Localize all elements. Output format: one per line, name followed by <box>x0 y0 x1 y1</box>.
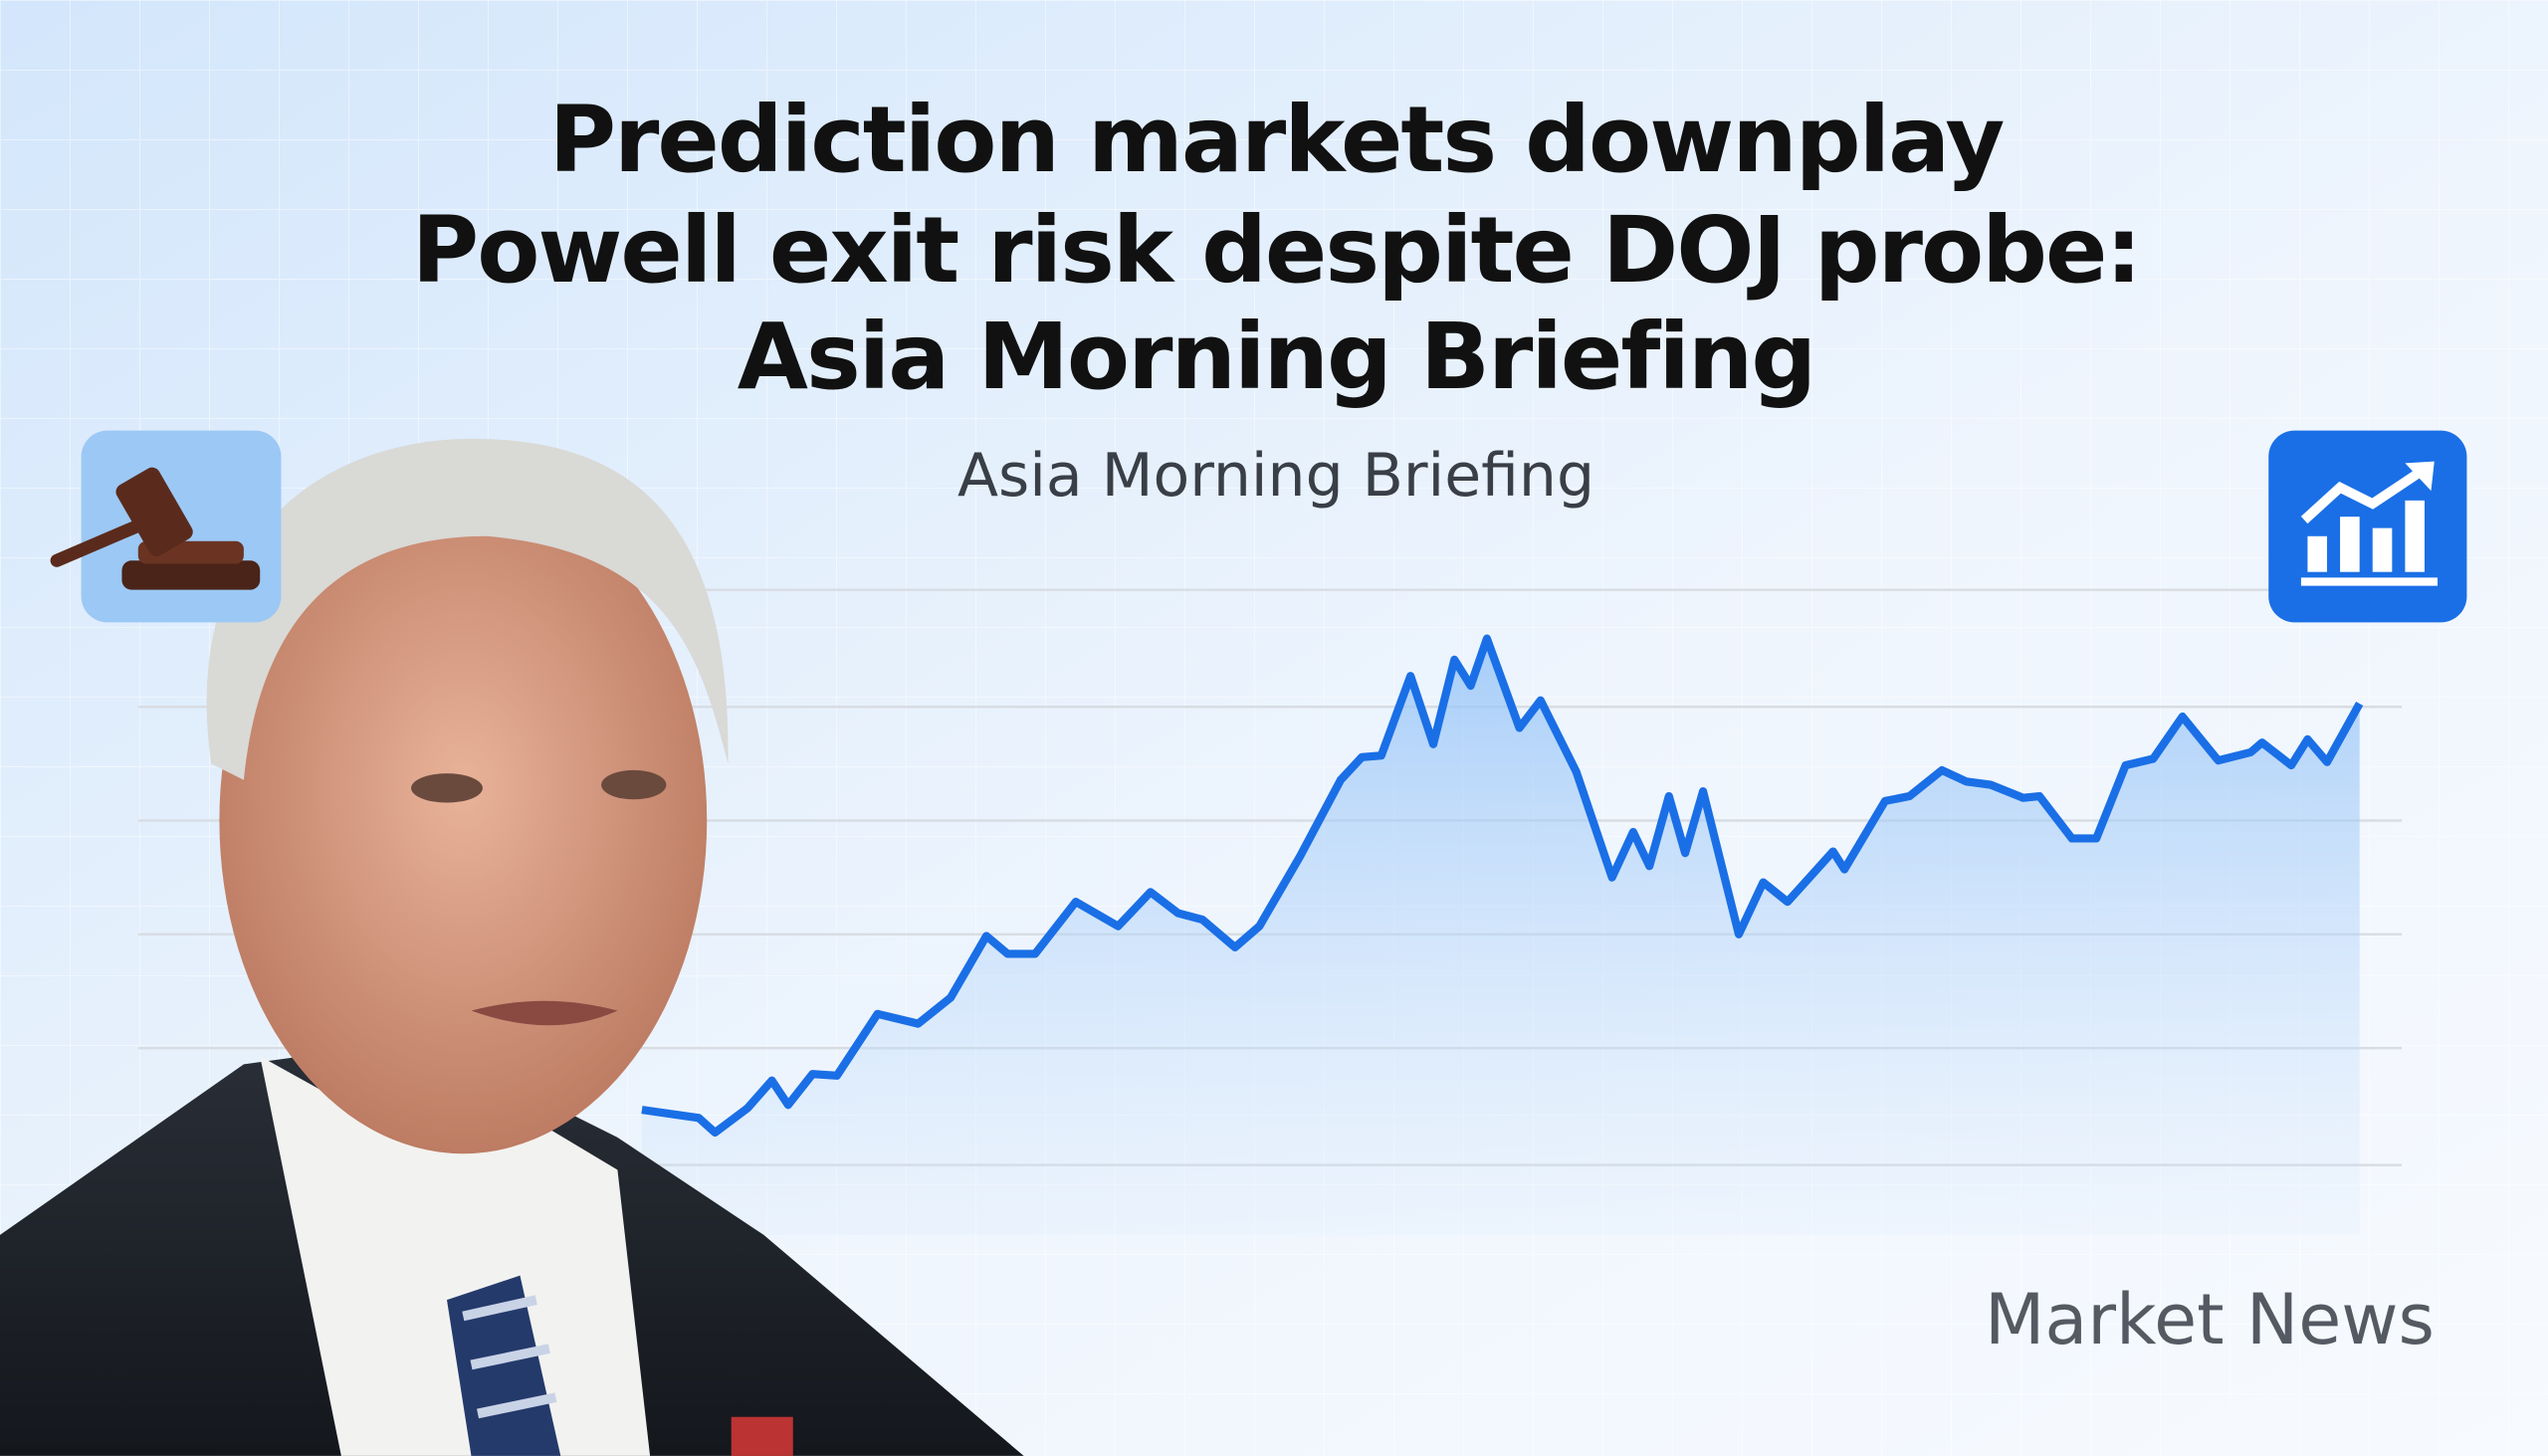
person-photo <box>0 438 1024 1456</box>
chart-area <box>641 638 2360 1235</box>
chart-icon <box>2268 430 2467 623</box>
decorative-chart <box>0 430 2467 1456</box>
gavel-icon <box>50 430 282 623</box>
subtitle: Asia Morning Briefing <box>957 441 1594 511</box>
headline-line: Asia Morning Briefing <box>738 304 1814 410</box>
brand: Market News <box>1985 1279 2435 1360</box>
chart-line <box>641 634 2364 1138</box>
headline-line: Powell exit risk despite DOJ probe: <box>412 197 2140 304</box>
headline-line: Prediction markets downplay <box>549 87 2005 193</box>
